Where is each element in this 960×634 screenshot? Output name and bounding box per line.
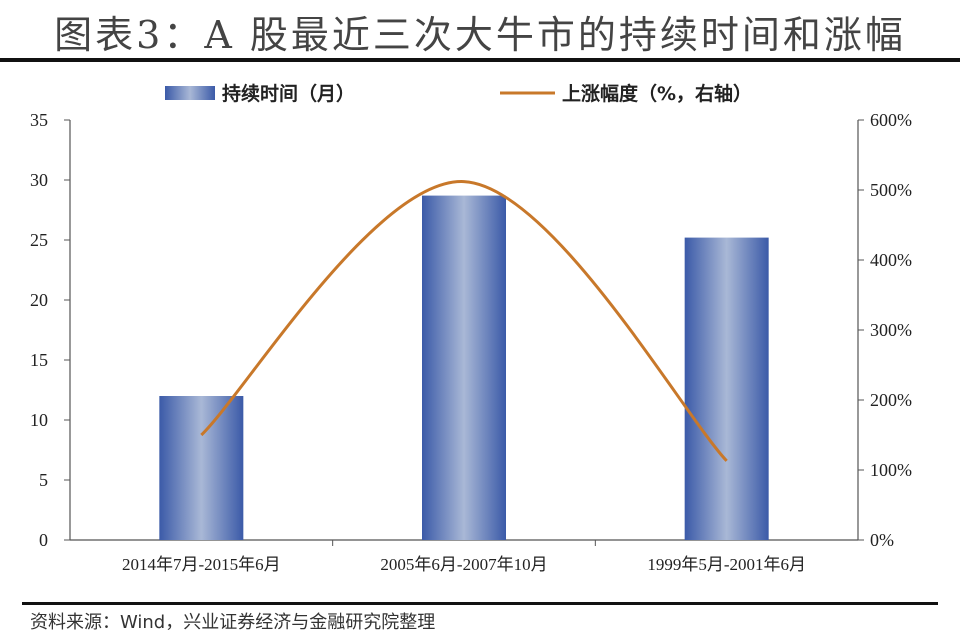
y-right-tick-label: 500%: [870, 180, 912, 200]
top-rule: [0, 58, 960, 62]
y-left-tick-label: 35: [30, 110, 48, 130]
y-right-tick-label: 600%: [870, 110, 912, 130]
y-right-tick-label: 100%: [870, 460, 912, 480]
y-left-tick-label: 10: [30, 410, 48, 430]
legend-bar-swatch: [165, 86, 215, 100]
series-line: [200, 180, 728, 462]
category-label: 2014年7月-2015年6月: [122, 555, 281, 574]
legend-line-label: 上涨幅度（%，右轴）: [562, 82, 752, 105]
y-right-tick-label: 300%: [870, 320, 912, 340]
bar: [422, 195, 506, 540]
bottom-rule: [22, 602, 938, 605]
y-left-tick-label: 0: [39, 530, 48, 550]
y-right-tick-label: 200%: [870, 390, 912, 410]
bar-series: [159, 195, 769, 540]
y-left-tick-label: 5: [39, 470, 48, 490]
category-labels: 2014年7月-2015年6月 2005年6月-2007年10月 1999年5月-2…: [122, 555, 806, 574]
y-left-tick-label: 25: [30, 230, 48, 250]
y-left-tick-label: 15: [30, 350, 48, 370]
axes: 0 5 10 15 20 25 30 35 0% 100% 200% 300% 400% 500% 600%: [30, 110, 912, 550]
y-left-tick-label: 30: [30, 170, 48, 190]
y-right-tick-label: 400%: [870, 250, 912, 270]
bar: [159, 396, 244, 540]
chart: 持续时间（月） 上涨幅度（%，右轴） 0 5 10 15 20 25 30 35 0% 100% 2…: [30, 82, 912, 574]
bar: [684, 237, 769, 540]
legend-bar-label: 持续时间（月）: [222, 82, 355, 105]
legend: 持续时间（月） 上涨幅度（%，右轴）: [165, 82, 752, 105]
y-left-tick-label: 20: [30, 290, 48, 310]
y-right-tick-label: 0%: [870, 530, 894, 550]
category-label: 2005年6月-2007年10月: [380, 555, 547, 574]
category-label: 1999年5月-2001年6月: [647, 555, 806, 574]
chart-title: 图表3：A 股最近三次大牛市的持续时间和涨幅: [54, 13, 906, 57]
line-series: [200, 180, 728, 462]
source-note: 资料来源：Wind，兴业证券经济与金融研究院整理: [30, 612, 436, 633]
